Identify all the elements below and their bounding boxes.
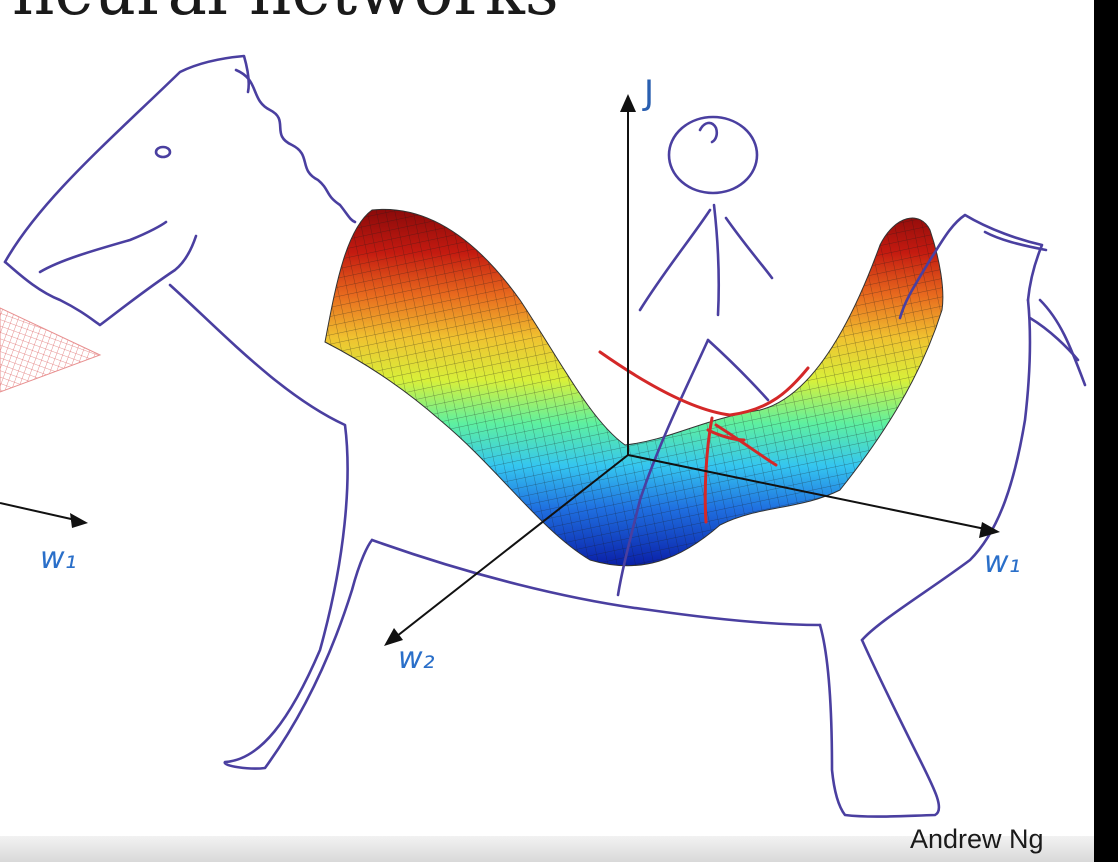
horse-eye xyxy=(154,145,172,159)
slide: neural networks xyxy=(0,0,1094,862)
horse-mane xyxy=(234,68,357,224)
horse-snout xyxy=(3,234,198,327)
horse-tail-2 xyxy=(1028,316,1080,362)
axes xyxy=(391,108,991,641)
rider-left-leg xyxy=(616,338,710,597)
right-border xyxy=(1094,0,1118,862)
w2-axis-label: w₂ xyxy=(398,641,435,676)
w2-axis-arrowhead xyxy=(384,628,403,646)
horse-tail-3 xyxy=(983,230,1048,252)
horse-tail-1 xyxy=(1038,298,1087,387)
w1-axis-arrowhead xyxy=(979,522,1000,538)
w1-axis xyxy=(627,454,991,531)
rider-face xyxy=(698,121,719,144)
rider-torso xyxy=(712,203,721,317)
saddle-point-diagram: neural networks xyxy=(0,0,1087,818)
left-w1-axis-label: w₁ xyxy=(40,541,77,576)
j-axis-label: J xyxy=(642,73,654,113)
rider-right-leg xyxy=(706,338,770,402)
previous-surface-fragment xyxy=(0,307,102,393)
saddle-point-mark xyxy=(598,350,810,524)
saddle-stirrup xyxy=(706,428,746,442)
rider-head xyxy=(667,115,759,195)
horse-rump xyxy=(860,298,1032,642)
bottom-fade xyxy=(0,836,1094,862)
horse-belly xyxy=(370,538,822,627)
j-axis-arrowhead xyxy=(620,94,636,112)
author-credit: Andrew Ng xyxy=(910,824,1044,854)
w2-axis xyxy=(391,454,629,641)
horse-sketch xyxy=(3,54,1087,818)
slide-title-fragment: neural networks xyxy=(12,0,559,30)
left-w1-axis xyxy=(0,502,81,522)
horse-back xyxy=(898,213,1044,320)
saddle-surface xyxy=(324,208,944,567)
left-w1-arrowhead xyxy=(70,513,88,528)
saddle-strap-right xyxy=(714,423,778,467)
horse-front-leg xyxy=(168,283,374,770)
w1-axis-label: w₁ xyxy=(984,545,1021,580)
horse-back-leg xyxy=(818,623,941,818)
horse-mouth xyxy=(38,220,168,274)
rider-left-arm xyxy=(638,208,712,312)
horse-head-outline xyxy=(3,54,251,264)
saddle-curve xyxy=(598,350,810,417)
saddle-strap-left xyxy=(703,416,714,524)
rider-right-arm xyxy=(724,216,774,280)
